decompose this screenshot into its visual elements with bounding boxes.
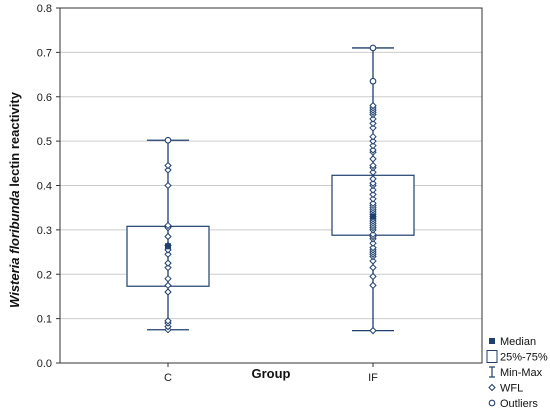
y-tick-label: 0.4 [37, 181, 52, 193]
legend-label: Median [500, 336, 536, 348]
data-point-diamond [164, 166, 172, 174]
x-tick-label: C [164, 372, 172, 384]
data-point-diamond [369, 243, 377, 252]
data-point-diamond [369, 137, 377, 145]
data-point-diamond [369, 155, 377, 163]
data-point-diamond [369, 190, 377, 199]
legend-label: WFL [500, 383, 523, 395]
y-tick-label: 0.0 [37, 358, 52, 370]
data-point-diamond [369, 281, 377, 290]
data-point-diamond [164, 250, 172, 258]
data-point-diamond [369, 257, 377, 265]
data-point-diamond [369, 146, 377, 154]
legend-label: 25%-75% [500, 352, 548, 364]
outlier-point [369, 77, 377, 85]
data-point-diamond [369, 179, 377, 187]
legend-label: Outliers [500, 398, 538, 410]
data-point-diamond [164, 317, 172, 325]
data-point-diamond [164, 161, 172, 170]
y-tick-label: 0.2 [37, 269, 52, 281]
y-tick-label: 0.6 [37, 92, 52, 104]
y-tick-label: 0.1 [37, 314, 52, 326]
y-axis-title: Wisteria floribunda lectin reactivity [7, 91, 22, 308]
data-point-diamond [369, 239, 377, 247]
plot-frame [59, 7, 483, 364]
legend-label: Min-Max [500, 367, 543, 379]
data-point-diamond [164, 281, 172, 290]
data-point-diamond [164, 288, 172, 296]
y-tick-label: 0.7 [37, 47, 52, 59]
data-point-diamond [369, 195, 377, 203]
median-marker [370, 213, 376, 220]
data-point-diamond [369, 230, 377, 239]
data-point-diamond [369, 326, 377, 335]
plot-marks [126, 44, 415, 335]
axes [56, 7, 483, 367]
data-point-diamond [164, 221, 172, 230]
tick-labels: 0.0 0.1 0.2 0.3 0.4 0.5 0.6 0.7 0.8 C IF [37, 3, 378, 384]
y-tick-label: 0.5 [37, 136, 52, 148]
outlier-point [164, 136, 172, 144]
legend-circle-symbol [488, 399, 496, 407]
data-point-diamond [369, 141, 377, 150]
y-axis-title-suffix: lectin reactivity [7, 91, 22, 190]
gridlines [60, 51, 482, 320]
data-point-diamond [164, 259, 172, 267]
data-point-diamond [369, 132, 377, 141]
legend-median-symbol [489, 338, 495, 344]
data-point-diamond [369, 101, 377, 110]
data-point-diamond [164, 274, 172, 283]
data-point-diamond [164, 263, 172, 272]
data-point-diamond [369, 175, 377, 183]
data-point-diamond [164, 181, 172, 190]
data-point-diamond [369, 272, 377, 281]
median-marker [165, 243, 171, 250]
legend: Median 25%-75% Min-Max WFL Outliers [486, 336, 548, 410]
data-point-diamond [369, 115, 377, 123]
legend-box-symbol [486, 350, 498, 363]
data-point-diamond [369, 186, 377, 194]
data-point-diamond [369, 263, 377, 272]
y-tick-label: 0.8 [37, 3, 52, 15]
data-point-diamond [369, 161, 377, 170]
data-point-diamond [164, 232, 172, 241]
data-point-diamond [369, 199, 377, 207]
y-axis-title-italic: Wisteria floribunda [7, 190, 22, 308]
legend-diamond-symbol [488, 383, 496, 392]
x-tick-label: IF [368, 372, 378, 384]
data-point-diamond [369, 168, 377, 176]
data-point-diamond [369, 119, 377, 128]
data-point-diamond [369, 124, 377, 132]
y-tick-label: 0.3 [37, 225, 52, 237]
x-axis-title: Group [252, 366, 291, 381]
outlier-point [369, 44, 377, 52]
